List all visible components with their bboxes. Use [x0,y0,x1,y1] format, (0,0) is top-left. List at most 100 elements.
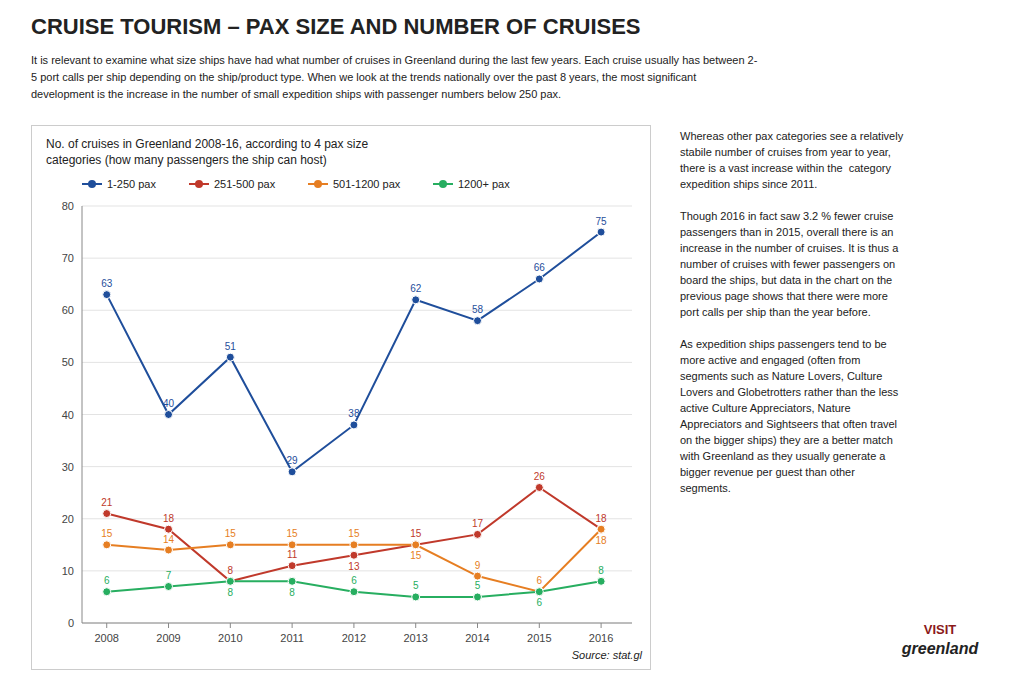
data-label: 11 [287,549,298,560]
y-tick-label: 20 [62,513,74,525]
point [165,546,173,554]
data-label: 15 [101,528,113,539]
data-label: 7 [166,570,172,581]
chart-title-line: No. of cruises in Greenland 2008-16, acc… [46,137,369,151]
data-label: 8 [228,587,234,598]
grid-line [82,466,632,467]
chart-title: No. of cruises in Greenland 2008-16, acc… [46,137,369,167]
x-tick [539,623,540,628]
series-line [107,487,601,581]
series-line [107,529,601,592]
data-label: 17 [472,518,484,529]
data-label: 18 [163,513,175,524]
grid-line [82,206,632,207]
x-tick-label: 2013 [403,632,427,644]
data-label: 15 [410,550,422,561]
data-label: 29 [287,455,299,466]
point [350,588,358,596]
x-tick [292,623,293,628]
point [350,551,358,559]
logo-text: greenland [880,640,1000,658]
point [597,577,605,585]
point [226,577,234,585]
legend-label: 1200+ pax [458,178,510,190]
data-label: 75 [596,216,608,227]
point [474,593,482,601]
data-label: 26 [534,471,546,482]
data-label: 6 [104,575,110,586]
point [535,588,543,596]
data-label: 66 [534,262,546,273]
x-tick-label: 2008 [94,632,118,644]
point [535,275,543,283]
legend-label: 1-250 pax [107,178,156,190]
point [165,411,173,419]
point [103,291,111,299]
point [288,562,296,570]
data-label: 51 [225,341,237,352]
x-tick-label: 2011 [280,632,304,644]
point [597,525,605,533]
data-label: 8 [598,565,604,576]
point [103,588,111,596]
data-label: 15 [287,528,299,539]
data-label: 62 [410,283,422,294]
series-line [107,232,601,472]
grid-line [82,310,632,311]
point [474,572,482,580]
data-label: 6 [537,575,543,586]
point [412,296,420,304]
legend-marker [88,180,96,188]
point [103,541,111,549]
x-tick [230,623,231,628]
point [474,317,482,325]
point [165,583,173,591]
y-tick-label: 40 [62,409,74,421]
x-tick [415,623,416,628]
data-label: 14 [163,534,175,545]
point [597,525,605,533]
x-tick-label: 2014 [465,632,489,644]
plot-area [103,228,605,601]
point [226,541,234,549]
paragraph: Whereas other pax categories see a relat… [680,128,1015,192]
data-label: 5 [413,580,419,591]
page-title: CRUISE TOURISM – PAX SIZE AND NUMBER OF … [31,14,641,40]
grid-line [82,623,632,624]
data-label: 38 [348,408,360,419]
data-label: 18 [596,535,608,546]
data-label: 6 [351,575,357,586]
y-axis [82,206,83,623]
intro-text: It is relevant to examine what size ship… [31,52,757,103]
x-axis [82,623,632,624]
chart-title-line: categories (how many passengers the ship… [46,153,327,167]
point [535,483,543,491]
x-tick [106,623,107,628]
data-label: 9 [475,560,481,571]
legend-marker [439,180,447,188]
point [350,541,358,549]
data-label: 58 [472,304,484,315]
chart: No. of cruises in Greenland 2008-16, acc… [32,126,650,669]
point [350,421,358,429]
x-tick-label: 2016 [589,632,613,644]
paragraph: As expedition ships passengers tend to b… [680,336,1015,496]
y-tick-label: 60 [62,304,74,316]
chart-box: No. of cruises in Greenland 2008-16, acc… [31,125,651,670]
legend-label: 251-500 pax [214,178,276,190]
point [103,510,111,518]
point [288,541,296,549]
point [288,577,296,585]
x-tick [353,623,354,628]
paragraph: Though 2016 in fact saw 3.2 % fewer crui… [680,208,1015,320]
data-label: 5 [475,580,481,591]
point [474,530,482,538]
legend-label: 501-1200 pax [333,178,401,190]
data-label: 18 [596,513,608,524]
data-label: 21 [101,497,113,508]
legend-marker [195,180,203,188]
data-label: 40 [163,398,175,409]
y-tick-label: 0 [68,617,74,629]
y-tick-label: 30 [62,461,74,473]
data-label: 8 [228,565,234,576]
